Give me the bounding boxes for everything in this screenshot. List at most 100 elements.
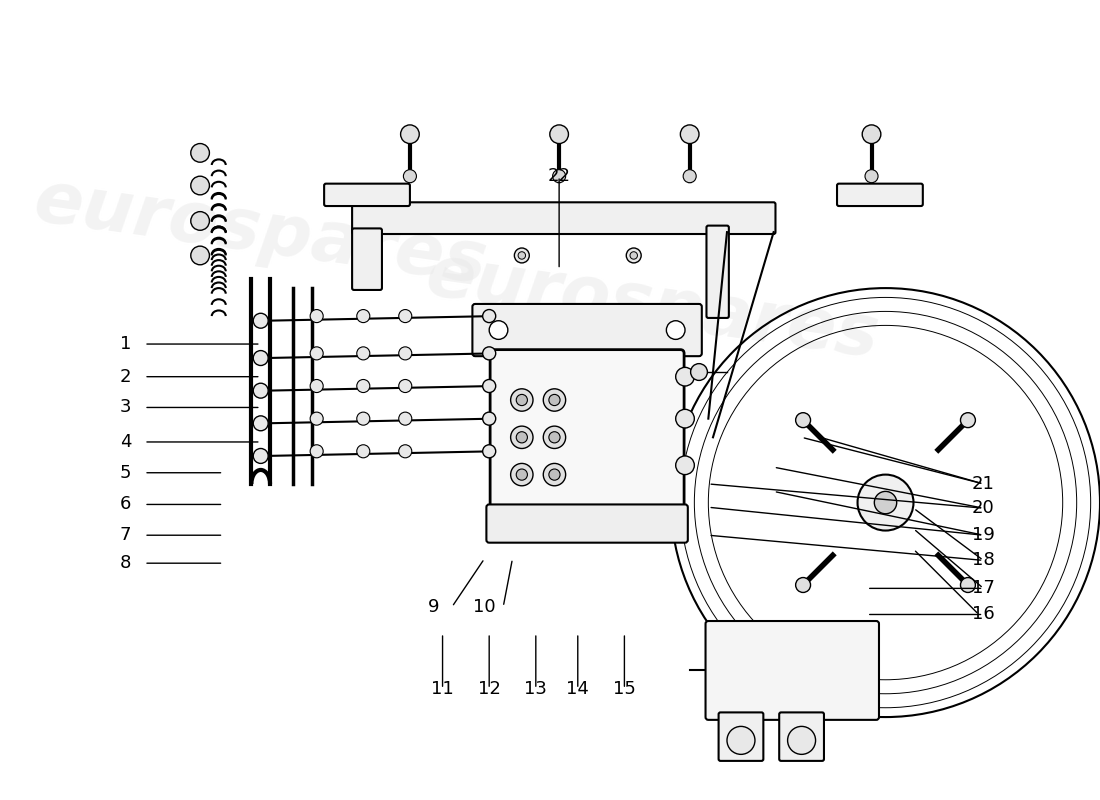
Text: 14: 14: [566, 680, 590, 698]
Circle shape: [862, 125, 881, 143]
FancyBboxPatch shape: [352, 229, 382, 290]
Text: 16: 16: [972, 606, 994, 623]
Text: 12: 12: [477, 680, 500, 698]
Circle shape: [483, 445, 496, 458]
Circle shape: [356, 445, 370, 458]
Circle shape: [795, 578, 811, 593]
Circle shape: [253, 383, 268, 398]
Circle shape: [253, 449, 268, 463]
Circle shape: [356, 412, 370, 425]
Circle shape: [516, 469, 527, 480]
Circle shape: [483, 347, 496, 360]
Circle shape: [510, 426, 534, 449]
FancyBboxPatch shape: [491, 350, 684, 516]
Circle shape: [190, 143, 209, 162]
FancyBboxPatch shape: [486, 505, 688, 542]
Circle shape: [253, 350, 268, 366]
Circle shape: [310, 445, 323, 458]
Circle shape: [865, 170, 878, 182]
Text: 2: 2: [120, 368, 131, 386]
Text: 22: 22: [548, 167, 571, 185]
FancyBboxPatch shape: [705, 621, 879, 720]
Text: eurospares: eurospares: [30, 166, 492, 298]
Circle shape: [510, 463, 534, 486]
Circle shape: [630, 252, 638, 259]
Circle shape: [549, 432, 560, 443]
Circle shape: [960, 578, 976, 593]
Circle shape: [516, 432, 527, 443]
Circle shape: [310, 412, 323, 425]
Circle shape: [549, 469, 560, 480]
Circle shape: [483, 412, 496, 425]
Text: 6: 6: [120, 495, 131, 514]
Text: 1: 1: [120, 335, 131, 353]
Circle shape: [398, 347, 411, 360]
FancyBboxPatch shape: [324, 184, 410, 206]
Circle shape: [516, 394, 527, 406]
Circle shape: [960, 413, 976, 428]
Circle shape: [190, 212, 209, 230]
Circle shape: [483, 379, 496, 393]
Circle shape: [398, 310, 411, 322]
Circle shape: [253, 314, 268, 328]
Circle shape: [518, 252, 526, 259]
Circle shape: [398, 412, 411, 425]
Text: 7: 7: [120, 526, 131, 544]
Circle shape: [356, 379, 370, 393]
Text: 19: 19: [972, 526, 994, 544]
Text: 10: 10: [473, 598, 496, 616]
Text: 9: 9: [428, 598, 439, 616]
FancyBboxPatch shape: [706, 226, 729, 318]
Circle shape: [675, 456, 694, 474]
Text: 13: 13: [525, 680, 547, 698]
Circle shape: [874, 491, 896, 514]
Circle shape: [691, 364, 707, 381]
Circle shape: [675, 367, 694, 386]
Circle shape: [549, 394, 560, 406]
FancyBboxPatch shape: [718, 713, 763, 761]
Circle shape: [681, 125, 698, 143]
Text: 20: 20: [972, 499, 994, 517]
Circle shape: [552, 170, 565, 182]
Text: 4: 4: [120, 433, 131, 451]
Circle shape: [190, 176, 209, 195]
Circle shape: [356, 310, 370, 322]
Circle shape: [400, 125, 419, 143]
Circle shape: [858, 474, 913, 530]
Circle shape: [515, 248, 529, 263]
Text: 18: 18: [972, 551, 994, 570]
Circle shape: [310, 310, 323, 322]
Circle shape: [667, 321, 685, 339]
Circle shape: [310, 347, 323, 360]
Text: 17: 17: [972, 579, 994, 598]
Circle shape: [543, 463, 565, 486]
Circle shape: [795, 413, 811, 428]
FancyBboxPatch shape: [837, 184, 923, 206]
Circle shape: [550, 125, 569, 143]
Text: 21: 21: [972, 475, 994, 493]
FancyBboxPatch shape: [472, 304, 702, 356]
Circle shape: [190, 246, 209, 265]
Circle shape: [727, 726, 755, 754]
FancyBboxPatch shape: [352, 202, 776, 234]
FancyBboxPatch shape: [779, 713, 824, 761]
Text: 15: 15: [613, 680, 636, 698]
Text: 8: 8: [120, 554, 131, 572]
Text: 5: 5: [120, 464, 131, 482]
Circle shape: [490, 321, 508, 339]
Circle shape: [356, 347, 370, 360]
Circle shape: [788, 726, 815, 754]
Circle shape: [310, 379, 323, 393]
Circle shape: [398, 379, 411, 393]
Circle shape: [675, 410, 694, 428]
Text: eurospares: eurospares: [421, 241, 883, 373]
Text: 11: 11: [431, 680, 454, 698]
Circle shape: [626, 248, 641, 263]
Circle shape: [683, 170, 696, 182]
Circle shape: [543, 426, 565, 449]
Circle shape: [510, 389, 534, 411]
Circle shape: [404, 170, 417, 182]
Circle shape: [543, 389, 565, 411]
Circle shape: [253, 416, 268, 430]
Circle shape: [398, 445, 411, 458]
